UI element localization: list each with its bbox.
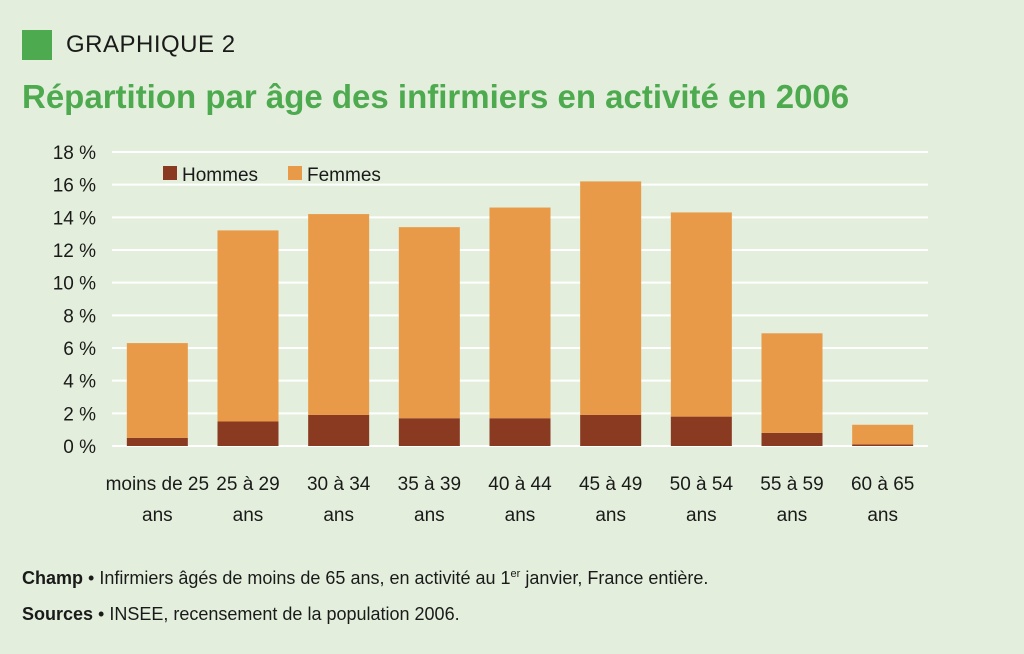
y-tick-label: 10 % bbox=[53, 274, 96, 295]
x-tick-label: ans bbox=[233, 505, 264, 526]
bar-hommes bbox=[580, 414, 642, 446]
footnotes: Champ • Infirmiers âgés de moins de 65 a… bbox=[22, 556, 708, 632]
bar-femmes bbox=[580, 181, 642, 415]
bar-femmes bbox=[398, 227, 460, 419]
x-tick-label: ans bbox=[686, 505, 717, 526]
x-tick-label: 40 à 44 bbox=[488, 474, 552, 495]
chart-number: GRAPHIQUE 2 bbox=[66, 31, 236, 58]
x-tick-label: 30 à 34 bbox=[307, 474, 371, 495]
x-tick-label: ans bbox=[867, 505, 898, 526]
y-tick-label: 8 % bbox=[63, 306, 96, 327]
x-tick-label: ans bbox=[777, 505, 808, 526]
sources-label: Sources bbox=[22, 604, 94, 624]
bar-femmes bbox=[852, 424, 914, 445]
y-tick-label: 14 % bbox=[53, 208, 96, 229]
chart-title: Répartition par âge des infirmiers en ac… bbox=[22, 78, 850, 115]
y-tick-label: 6 % bbox=[63, 339, 96, 360]
bar-hommes bbox=[489, 418, 551, 446]
y-tick-label: 4 % bbox=[63, 372, 96, 393]
sources-text: • INSEE, recensement de la population 20… bbox=[93, 604, 460, 624]
x-tick-label: ans bbox=[323, 505, 354, 526]
x-tick-label: 25 à 29 bbox=[216, 474, 279, 495]
x-tick-label: ans bbox=[142, 505, 173, 526]
bar-hommes bbox=[670, 416, 732, 446]
x-tick-label: ans bbox=[414, 505, 445, 526]
bar-hommes bbox=[308, 414, 370, 446]
legend-swatch-hommes bbox=[163, 166, 177, 180]
bar-femmes bbox=[308, 214, 370, 415]
y-tick-label: 2 % bbox=[63, 404, 96, 425]
bar-chart: 0 % 2 % 4 % 6 % 8 % 10 % 12 % 14 % 16 % 18 % moins… bbox=[53, 143, 928, 526]
green-square-icon bbox=[22, 30, 52, 60]
y-tick-label: 18 % bbox=[53, 143, 96, 164]
bar-hommes bbox=[398, 418, 460, 446]
champ-note: Champ • Infirmiers âgés de moins de 65 a… bbox=[22, 556, 708, 596]
bar-femmes bbox=[761, 333, 823, 433]
y-tick-label: 12 % bbox=[53, 241, 96, 262]
bar-femmes bbox=[126, 343, 188, 438]
bar-femmes bbox=[489, 207, 551, 419]
legend-swatch-femmes bbox=[288, 166, 302, 180]
bar-femmes bbox=[217, 230, 279, 422]
bar-hommes bbox=[761, 432, 823, 446]
champ-superscript: er bbox=[510, 568, 521, 580]
legend-label-femmes: Femmes bbox=[307, 165, 381, 186]
bar-hommes bbox=[217, 421, 279, 446]
x-tick-label: 35 à 39 bbox=[398, 474, 461, 495]
champ-text-2: janvier, France entière. bbox=[520, 568, 709, 588]
x-tick-label: 45 à 49 bbox=[579, 474, 642, 495]
sources-note: Sources • INSEE, recensement de la popul… bbox=[22, 596, 708, 632]
x-tick-label: ans bbox=[595, 505, 626, 526]
x-tick-label: 55 à 59 bbox=[760, 474, 823, 495]
x-tick-label: ans bbox=[505, 505, 536, 526]
x-tick-label: 50 à 54 bbox=[670, 474, 734, 495]
y-tick-label: 16 % bbox=[53, 176, 96, 197]
champ-label: Champ bbox=[22, 568, 84, 588]
x-tick-label: moins de 25 bbox=[106, 474, 210, 495]
y-tick-label: 0 % bbox=[63, 437, 96, 458]
bar-femmes bbox=[670, 212, 732, 417]
bar-hommes bbox=[852, 444, 914, 446]
x-tick-label: 60 à 65 bbox=[851, 474, 914, 495]
chart-header: GRAPHIQUE 2 bbox=[22, 30, 236, 60]
champ-text-1: • Infirmiers âgés de moins de 65 ans, en… bbox=[83, 568, 511, 588]
bar-hommes bbox=[126, 437, 188, 446]
legend-label-hommes: Hommes bbox=[182, 165, 258, 186]
